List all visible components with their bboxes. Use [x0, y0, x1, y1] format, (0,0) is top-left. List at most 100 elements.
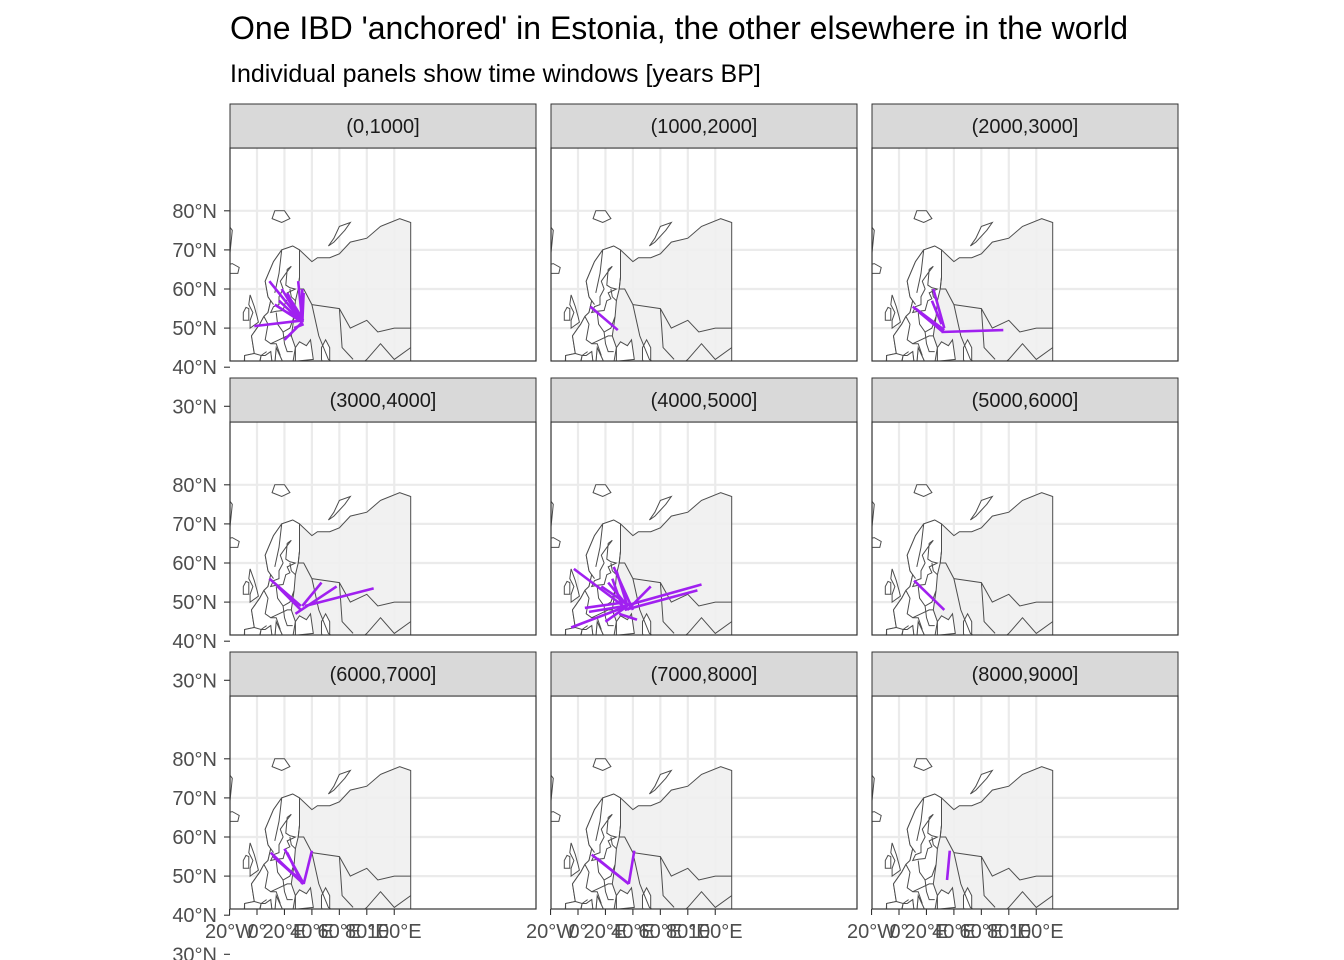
- country-border: [311, 852, 411, 881]
- country-border: [939, 277, 1053, 361]
- country-border: [896, 351, 909, 357]
- island: [969, 221, 994, 247]
- island: [592, 210, 612, 224]
- ibd-segment: [624, 589, 698, 612]
- island: [890, 568, 901, 604]
- island: [872, 263, 882, 274]
- ibd-segment: [918, 311, 944, 334]
- map-area: [551, 696, 857, 909]
- country-border: [659, 856, 675, 908]
- ibd-segment: [302, 850, 314, 885]
- ibd-segment: [932, 288, 946, 329]
- ibd-segment: [584, 600, 627, 610]
- sea: [911, 539, 939, 588]
- country-border: [912, 574, 916, 579]
- ibd-segment: [945, 850, 952, 881]
- x-tick-label: 40°E: [932, 921, 976, 943]
- ibd-segment: [611, 578, 625, 611]
- island: [648, 495, 673, 521]
- country-border: [931, 562, 938, 576]
- x-tick-label: 20°W: [847, 921, 896, 943]
- country-border: [274, 523, 283, 568]
- ibd-segment: [930, 300, 943, 325]
- x-tick-label: 40°E: [611, 921, 655, 943]
- y-tick-label: 50°N: [172, 866, 217, 888]
- island: [327, 769, 352, 795]
- country-border: [953, 852, 1053, 881]
- strip-background: [229, 103, 537, 149]
- island: [230, 811, 240, 822]
- strip-background: [229, 377, 537, 423]
- map-area: [872, 148, 1178, 361]
- sea: [901, 350, 915, 361]
- y-tick-label: 30°N: [172, 944, 217, 960]
- country-border: [297, 825, 411, 909]
- country-border: [610, 836, 617, 850]
- x-tick-label: 0°: [889, 921, 908, 943]
- x-tick-label: 60°E: [318, 921, 362, 943]
- country-border: [610, 288, 617, 302]
- x-tick-label: 80°E: [987, 921, 1031, 943]
- ibd-segment: [618, 612, 638, 621]
- island: [563, 306, 571, 321]
- y-tick-label: 80°N: [172, 201, 217, 223]
- sea: [590, 265, 618, 314]
- island: [569, 842, 580, 878]
- sea: [615, 338, 635, 361]
- country-border: [282, 331, 293, 353]
- sea: [259, 350, 273, 361]
- country-border: [618, 825, 732, 909]
- country-border: [980, 308, 996, 360]
- country-border: [924, 879, 935, 901]
- x-tick-label: 20°E: [905, 921, 949, 943]
- sea: [294, 886, 314, 909]
- strip-label: (6000,7000]: [330, 664, 437, 686]
- country-border: [254, 899, 267, 905]
- island: [913, 210, 933, 224]
- island: [248, 842, 259, 878]
- strip-label: (8000,9000]: [972, 664, 1079, 686]
- strip-background: [550, 651, 858, 697]
- country-border: [595, 797, 604, 842]
- country-border: [896, 625, 909, 631]
- country-border: [618, 551, 732, 635]
- country-border: [632, 578, 732, 607]
- map-area: [872, 422, 1178, 635]
- facet-strip: (8000,9000]: [871, 651, 1179, 697]
- y-tick-label: 80°N: [172, 749, 217, 771]
- country-border: [912, 617, 923, 630]
- sea: [294, 612, 314, 635]
- country-border: [912, 891, 923, 904]
- ibd-segment: [294, 585, 338, 615]
- facet-panel: [871, 421, 1179, 636]
- country-border: [254, 351, 267, 357]
- island: [969, 495, 994, 521]
- island: [884, 306, 892, 321]
- country-border: [311, 304, 411, 333]
- facet-panel: [229, 421, 537, 636]
- x-tick-label: 20°E: [584, 921, 628, 943]
- country-border: [338, 308, 354, 360]
- sea: [911, 265, 939, 314]
- country-border: [270, 848, 274, 853]
- strip-background: [871, 651, 1179, 697]
- strip-background: [550, 103, 858, 149]
- sea: [590, 539, 618, 588]
- island: [551, 537, 561, 548]
- y-tick-label: 50°N: [172, 318, 217, 340]
- sea: [936, 338, 956, 361]
- island: [271, 484, 291, 498]
- country-border: [591, 343, 602, 356]
- strip-background: [229, 651, 537, 697]
- island: [271, 210, 291, 224]
- y-axis: 30°N 40°N 50°N 60°N 70°N 80°N 30°N 40°N 50°N 60°N…: [172, 201, 230, 960]
- sea: [901, 898, 915, 909]
- country-border: [270, 617, 281, 630]
- x-tick-label: 40°E: [290, 921, 334, 943]
- facet-panel: [550, 421, 858, 636]
- country-border: [270, 300, 274, 305]
- island: [913, 484, 933, 498]
- island: [242, 306, 250, 321]
